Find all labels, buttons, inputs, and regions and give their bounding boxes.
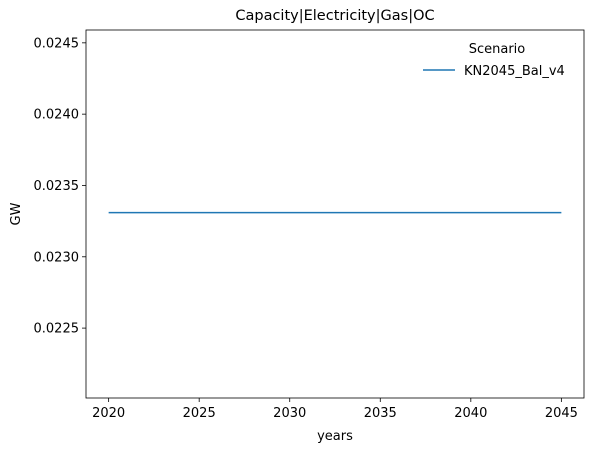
x-tick-label: 2035 bbox=[364, 406, 397, 421]
legend-title: Scenario bbox=[469, 42, 526, 57]
x-tick-label: 2045 bbox=[545, 406, 578, 421]
plot-area-frame bbox=[85, 29, 585, 399]
x-axis-label: years bbox=[317, 429, 353, 444]
y-tick-label: 0.0235 bbox=[34, 179, 80, 194]
x-tick-label: 2020 bbox=[92, 406, 125, 421]
y-tick-label: 0.0230 bbox=[34, 250, 80, 265]
legend: Scenario KN2045_Bal_v4 bbox=[423, 42, 565, 79]
y-axis-label: GW bbox=[9, 202, 24, 225]
chart-title: Capacity|Electricity|Gas|OC bbox=[235, 8, 434, 24]
legend-entry-label: KN2045_Bal_v4 bbox=[464, 64, 565, 79]
y-tick-label: 0.0240 bbox=[34, 108, 80, 123]
x-tick-label: 2040 bbox=[454, 406, 487, 421]
x-tick-label: 2030 bbox=[273, 406, 306, 421]
x-tick-label: 2025 bbox=[183, 406, 216, 421]
y-tick-label: 0.0245 bbox=[34, 36, 80, 51]
y-tick-label: 0.0225 bbox=[34, 322, 80, 337]
x-axis: 2020 2025 2030 2035 2040 2045 bbox=[92, 398, 578, 421]
y-axis: 0.0225 0.0230 0.0235 0.0240 0.0245 bbox=[34, 36, 86, 337]
